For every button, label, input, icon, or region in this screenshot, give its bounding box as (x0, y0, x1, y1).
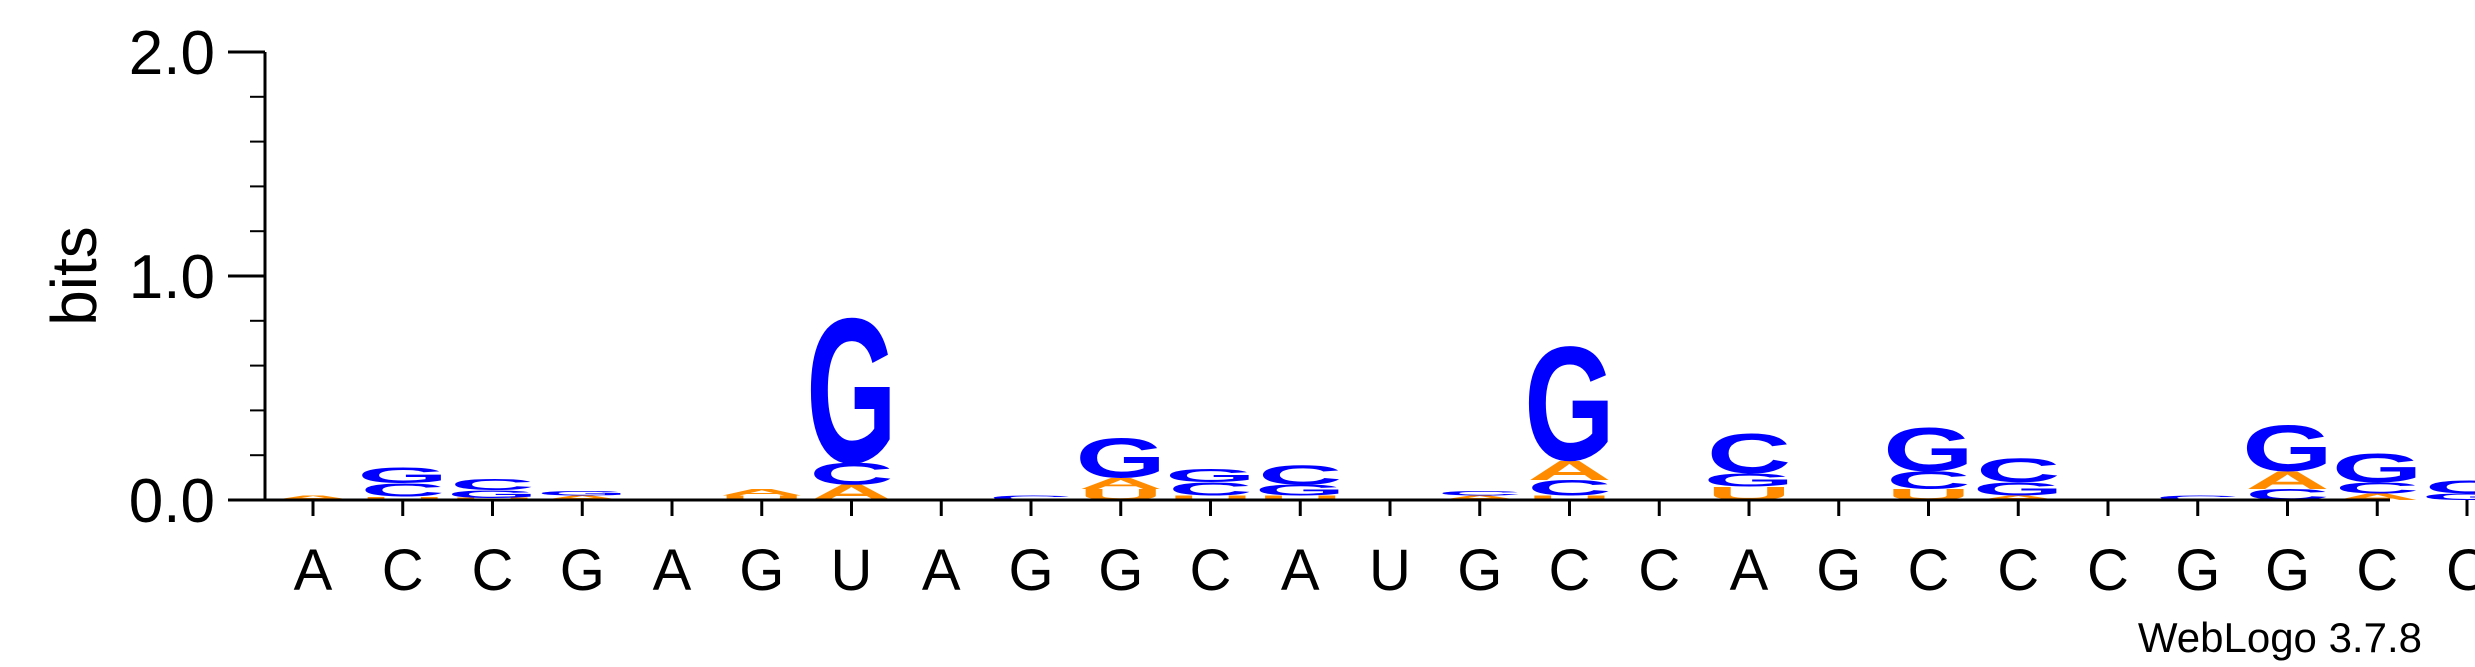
x-tick-label: C (2446, 538, 2475, 603)
logo-letter-C: C (450, 476, 534, 493)
logo-letter-U: U (1258, 494, 1342, 501)
logo-letter-G: G (2332, 445, 2423, 491)
logo-letter-C: C (1707, 423, 1791, 486)
x-tick-label: C (1638, 538, 1680, 603)
x-tick-label: G (1008, 538, 1053, 603)
logo-stacks: AUCGUGCAGUAACGCUAGUCGUGCACUCAGUGCUCGAGCC… (271, 275, 2475, 506)
x-tick-label: C (2356, 538, 2398, 603)
y-tick-label: 0.0 (129, 467, 215, 536)
logo-letter-G: G (357, 463, 448, 488)
logo-letter-C: C (1527, 476, 1611, 501)
logo-axes (263, 52, 2390, 502)
logo-letter-U: U (1168, 494, 1252, 501)
y-axis-label: bits (38, 226, 110, 326)
logo-letter-G: G (2422, 491, 2475, 502)
logo-letter-G: G (447, 488, 538, 500)
y-tick-label: 1.0 (129, 243, 215, 312)
logo-letter-A: A (720, 487, 804, 498)
logo-letter-G: G (1883, 414, 1974, 484)
x-tick-label: C (1549, 538, 1591, 603)
logo-letter-A: A (1079, 475, 1163, 492)
logo-letter-A: A (1527, 454, 1611, 486)
logo-letter-C: C (809, 456, 893, 491)
logo-letter-C: C (1976, 451, 2060, 489)
logo-letter-U: U (1527, 494, 1611, 501)
logo-letter-C: C (1258, 459, 1342, 491)
x-tick-label: C (382, 538, 424, 603)
logo-letter-A: A (1976, 494, 2060, 501)
x-tick-label: C (1190, 538, 1232, 603)
x-tick-label: G (739, 538, 784, 603)
x-tick-label: G (1098, 538, 1143, 603)
x-tick-label: A (1281, 538, 1320, 603)
y-ticks: 0.0 1.0 2.0 (129, 19, 265, 536)
logo-letter-C: C (1168, 478, 1252, 499)
logo-letter-G: G (2242, 412, 2333, 486)
logo-letter-U: U (361, 496, 445, 501)
x-tick-label: C (1997, 538, 2039, 603)
x-tick-label: A (294, 538, 333, 603)
x-tick-label: U (831, 538, 873, 603)
x-tick-label: C (2087, 538, 2129, 603)
x-tick-label: G (560, 538, 605, 603)
y-tick-label: 2.0 (129, 19, 215, 88)
logo-letter-C: C (1886, 466, 1970, 494)
x-tick-label: A (653, 538, 692, 603)
logo-letter-A: A (2245, 466, 2329, 494)
x-tick-label: A (922, 538, 961, 603)
x-tick-label: C (1908, 538, 1950, 603)
x-tick-label: G (2265, 538, 2310, 603)
logo-letter-G: G (1255, 481, 1346, 498)
logo-letter-A: A (2335, 491, 2419, 502)
logo-letter-C: C (989, 494, 1073, 501)
logo-letter-C: C (361, 480, 445, 501)
logo-letter-C: C (2156, 494, 2240, 501)
logo-letter-G: G (1075, 427, 1166, 490)
logo-letter-U: U (720, 494, 804, 501)
logo-letter-G: G (1704, 469, 1795, 490)
logo-letter-A: A (1438, 494, 1522, 501)
logo-letter-G: G (1165, 465, 1256, 486)
logo-letter-G: G (1973, 478, 2064, 499)
logo-letter-G: G (1524, 313, 1615, 495)
x-tick-label: G (2175, 538, 2220, 603)
x-tick-label: A (1730, 538, 1769, 603)
weblogo-watermark: WebLogo 3.7.8 (2138, 614, 2422, 661)
logo-letter-C: C (2335, 479, 2419, 496)
x-tick-label: G (1816, 538, 1861, 603)
logo-letter-G: G (806, 275, 897, 506)
logo-letter-A: A (540, 494, 624, 501)
x-tick-label: U (1369, 538, 1411, 603)
logo-letter-G: G (537, 490, 628, 497)
x-tick-label: G (1457, 538, 1502, 603)
logo-letter-C: C (2425, 476, 2475, 497)
logo-letter-A: A (271, 494, 355, 501)
logo-letter-C: C (1438, 490, 1522, 497)
x-tick-label: C (472, 538, 514, 603)
